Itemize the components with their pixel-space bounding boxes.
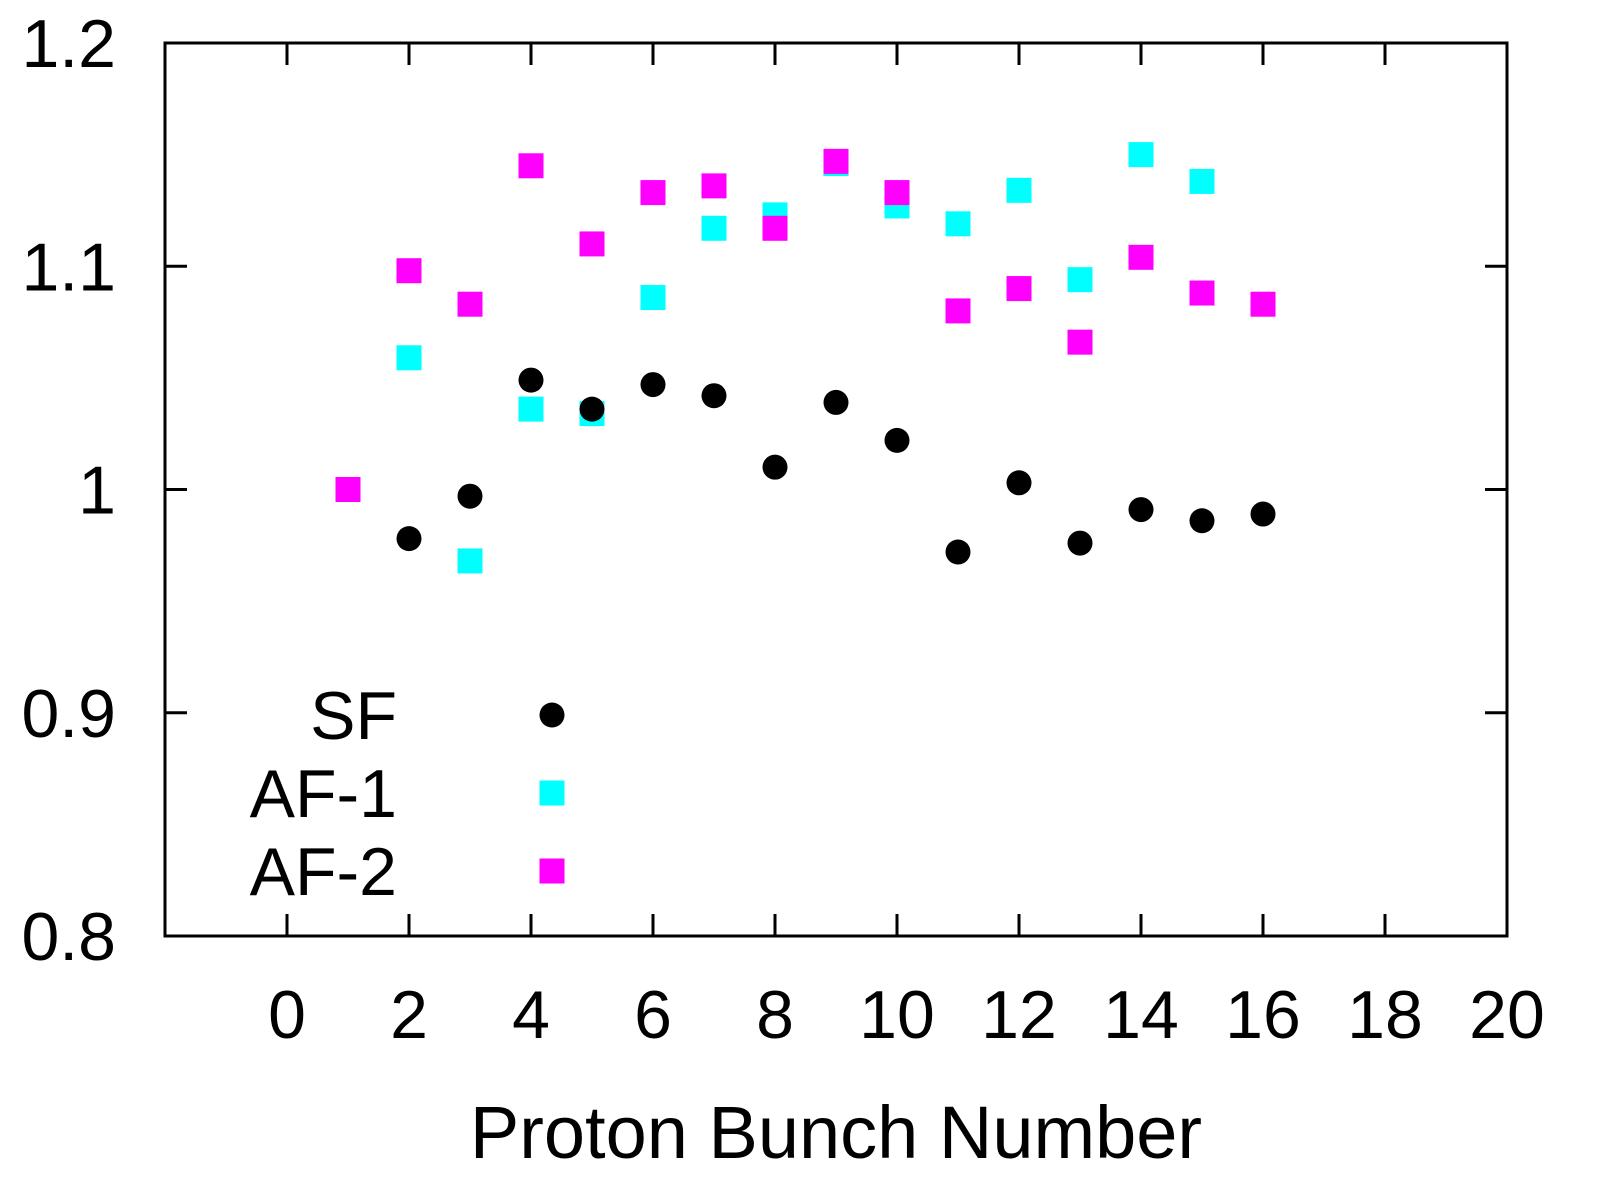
point-sf <box>640 372 666 398</box>
point-sf <box>762 454 788 480</box>
point-sf <box>1189 508 1215 534</box>
legend-marker-af-2 <box>539 858 565 884</box>
point-af-2 <box>1250 291 1276 317</box>
point-af-1 <box>1189 168 1215 194</box>
point-af-2 <box>335 477 361 502</box>
axis-ticks: 0 2 4 6 8 10 12 14 16 18 20 0.8 0.9 1 1.1 1.2 <box>21 6 1544 1053</box>
point-sf <box>884 427 910 453</box>
point-af-2 <box>640 180 666 206</box>
point-af-2 <box>1128 244 1154 270</box>
point-af-1 <box>457 548 483 574</box>
point-sf <box>1067 530 1093 556</box>
point-sf <box>1006 470 1032 496</box>
point-sf <box>396 526 422 552</box>
point-af-2 <box>884 180 910 206</box>
x-tick-label: 0 <box>268 977 306 1053</box>
point-sf <box>1128 497 1154 523</box>
x-tick-label: 2 <box>390 977 428 1053</box>
x-tick-label: 6 <box>634 977 672 1053</box>
point-sf <box>823 389 849 415</box>
point-af-2 <box>1189 280 1215 306</box>
y-tick-label: 1.1 <box>21 229 116 305</box>
x-tick-label: 20 <box>1469 977 1545 1053</box>
point-af-1 <box>640 285 666 311</box>
y-tick-label: 1.2 <box>21 6 116 82</box>
x-tick-label: 12 <box>981 977 1057 1053</box>
y-tick-label: 1 <box>78 453 116 529</box>
plot-frame <box>163 41 1509 938</box>
point-af-2 <box>457 291 483 317</box>
x-tick-label: 8 <box>756 977 794 1053</box>
point-af-1 <box>1006 177 1032 203</box>
x-tick-label: 4 <box>512 977 550 1053</box>
point-af-2 <box>945 298 971 324</box>
point-af-2 <box>823 148 849 174</box>
point-sf <box>579 396 605 422</box>
point-af-2 <box>762 215 788 241</box>
point-sf <box>701 383 727 409</box>
point-af-1 <box>945 211 971 237</box>
x-tick-label: 16 <box>1225 977 1301 1053</box>
point-af-2 <box>518 153 544 179</box>
y-tick-label: 0.9 <box>21 676 116 752</box>
point-sf <box>518 367 544 393</box>
y-tick-label: 0.8 <box>21 899 116 975</box>
legend-label-af-1: AF-1 <box>250 756 397 832</box>
x-tick-label: 14 <box>1103 977 1179 1053</box>
legend-marker-af-1 <box>539 780 565 806</box>
point-af-1 <box>1128 142 1154 168</box>
x-tick-label: 18 <box>1347 977 1423 1053</box>
point-af-1 <box>701 215 727 241</box>
point-sf <box>457 483 483 509</box>
point-af-2 <box>1006 276 1032 302</box>
legend-label-sf: SF <box>310 678 397 754</box>
legend-label-af-2: AF-2 <box>250 834 397 910</box>
legend-marker-sf <box>539 702 565 728</box>
point-af-1 <box>396 345 422 371</box>
point-sf <box>1250 501 1276 527</box>
point-af-2 <box>701 173 727 199</box>
point-af-1 <box>1067 267 1093 293</box>
point-sf <box>945 539 971 565</box>
x-tick-label: 10 <box>859 977 935 1053</box>
point-af-2 <box>579 231 605 257</box>
point-af-2 <box>396 258 422 284</box>
point-af-1 <box>518 396 544 422</box>
point-af-2 <box>1067 329 1093 355</box>
data-points <box>335 142 1276 574</box>
x-axis-title: Proton Bunch Number <box>470 1091 1202 1174</box>
